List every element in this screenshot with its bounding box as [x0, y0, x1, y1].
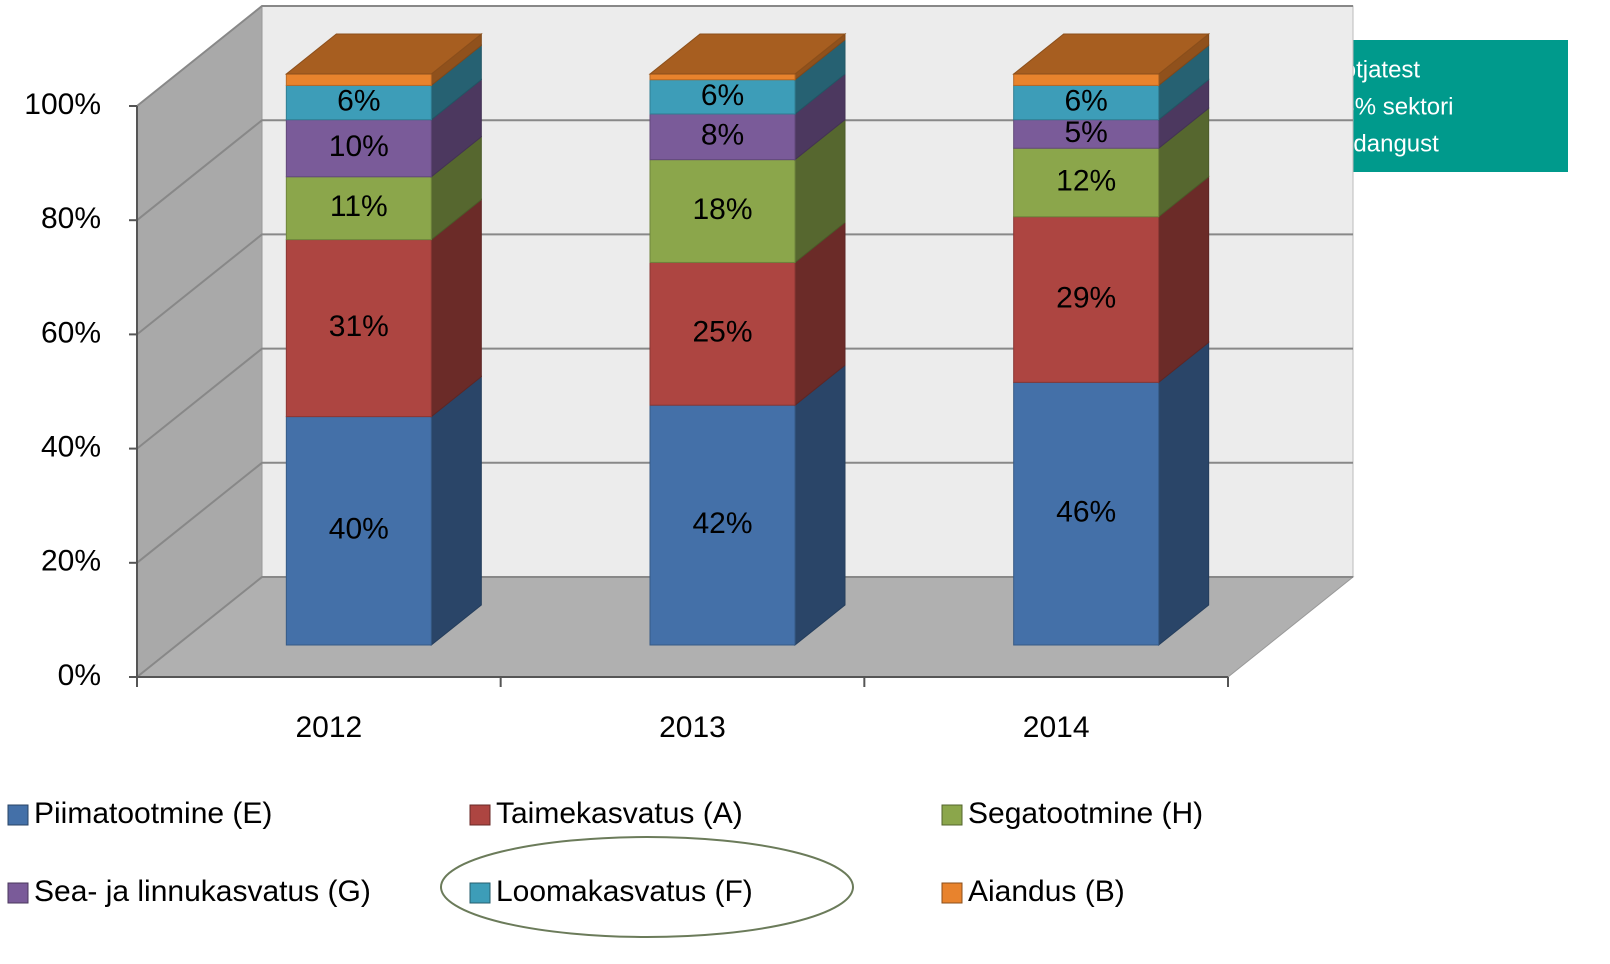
grid-line	[136, 461, 1353, 564]
bar	[1013, 119, 1160, 149]
bar	[1013, 73, 1160, 86]
highlight-ellipse	[440, 836, 854, 938]
bar	[1013, 147, 1160, 218]
data-label: 6%	[1064, 84, 1107, 117]
legend-label: Loomakasvatus (F)	[496, 875, 753, 908]
bar	[285, 416, 432, 646]
grid-line	[136, 576, 1353, 678]
bar-top	[284, 33, 483, 75]
legend-swatch	[941, 804, 963, 826]
data-label: 10%	[329, 130, 389, 163]
y-tick-label: 80%	[41, 202, 101, 235]
grid-line	[136, 119, 1353, 221]
bar	[285, 176, 432, 241]
y-tick-label: 20%	[41, 545, 101, 578]
bar-top	[648, 33, 847, 75]
bar-side	[430, 375, 482, 647]
data-label: 29%	[1056, 281, 1116, 314]
bar-top	[1012, 33, 1211, 75]
data-label: 31%	[329, 310, 389, 343]
bar	[649, 159, 796, 263]
bar	[1013, 381, 1160, 646]
legend-swatch	[469, 804, 491, 826]
bar	[649, 113, 796, 161]
data-label: 5%	[1064, 116, 1107, 149]
data-label: 8%	[701, 119, 744, 152]
y-tick-label: 40%	[41, 431, 101, 464]
bar-side	[794, 364, 846, 647]
legend-label: Segatootmine (H)	[968, 797, 1203, 830]
legend-swatch	[7, 882, 29, 904]
bar	[285, 239, 432, 418]
bar	[649, 261, 796, 406]
grid-line	[136, 347, 1353, 450]
bar	[1013, 84, 1160, 121]
grid-line	[136, 233, 1353, 336]
data-label: 46%	[1056, 496, 1116, 529]
legend-label: Aiandus (B)	[968, 875, 1125, 908]
data-label: 6%	[701, 79, 744, 112]
y-tick-label: 60%	[41, 316, 101, 349]
x-tick-label: 2012	[295, 711, 362, 744]
legend-label: Taimekasvatus (A)	[496, 797, 743, 830]
x-tick-label: 2014	[1023, 711, 1090, 744]
legend-swatch	[469, 882, 491, 904]
data-label: 18%	[692, 193, 752, 226]
x-tick-label: 2013	[659, 711, 726, 744]
legend-label: Sea- ja linnukasvatus (G)	[34, 875, 371, 908]
bar	[649, 404, 796, 646]
data-label: 40%	[329, 513, 389, 546]
legend-label: Piimatootmine (E)	[34, 797, 272, 830]
data-label: 6%	[337, 84, 380, 117]
y-tick-label: 0%	[58, 659, 101, 692]
data-label: 12%	[1056, 164, 1116, 197]
legend-swatch	[941, 882, 963, 904]
bar	[285, 84, 432, 121]
bar	[285, 73, 432, 86]
bar-side	[1158, 341, 1210, 647]
bar	[649, 73, 796, 81]
grid-line	[136, 5, 1353, 107]
legend-swatch	[7, 804, 29, 826]
y-tick-label: 100%	[24, 88, 101, 121]
data-label: 25%	[692, 316, 752, 349]
side-wall	[136, 4, 263, 679]
bar	[1013, 216, 1160, 383]
data-label: 42%	[692, 507, 752, 540]
data-label: 11%	[330, 190, 388, 223]
